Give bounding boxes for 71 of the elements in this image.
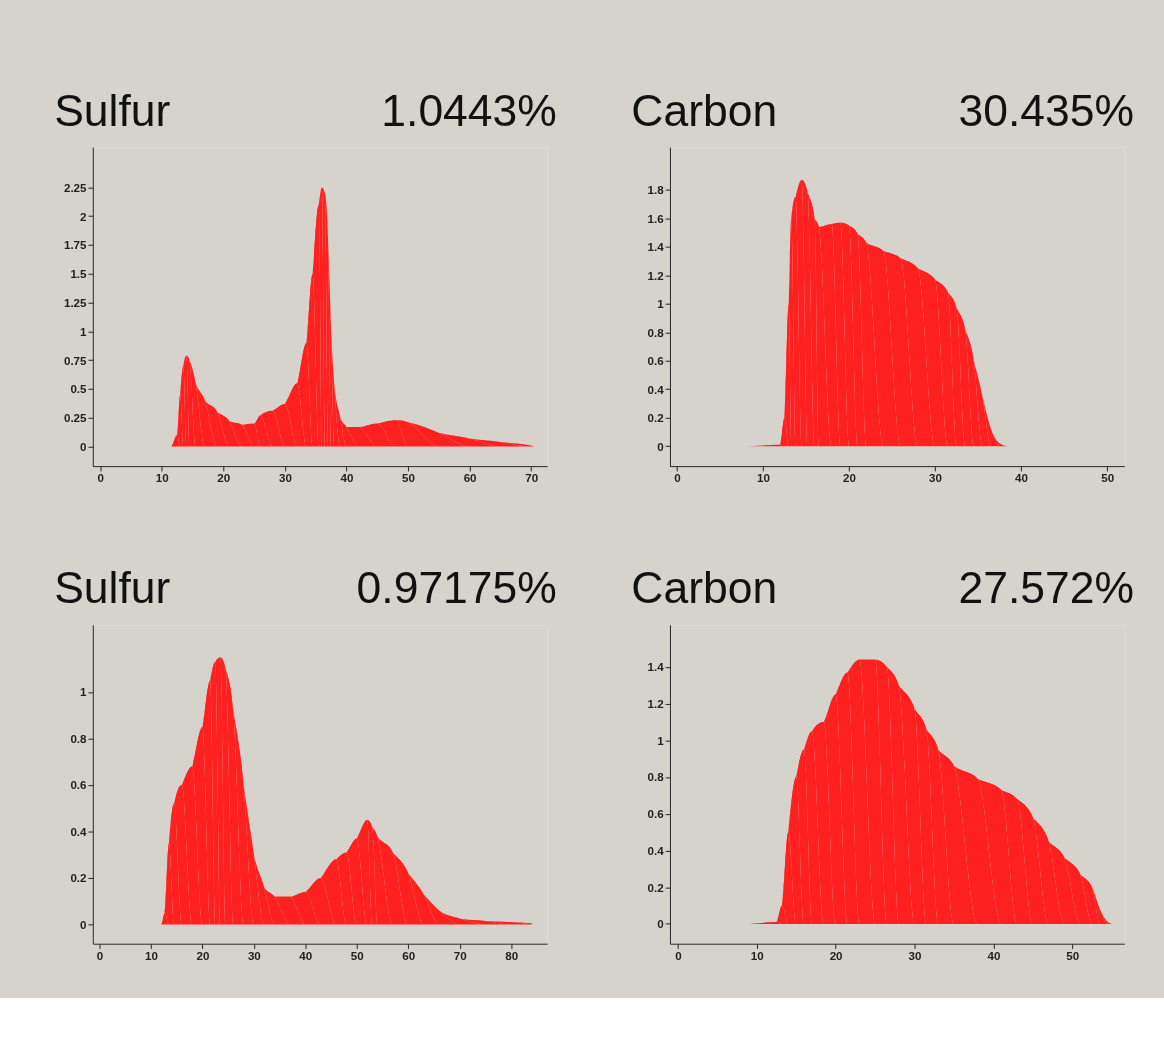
y-tick-label: 0.8 — [647, 325, 665, 339]
x-tick-label: 10 — [756, 471, 770, 485]
chart-title: Carbon — [631, 563, 778, 613]
x-tick-label: 40 — [987, 948, 1001, 962]
y-tick-label: 0.4 — [647, 843, 665, 857]
y-tick-label: 0.2 — [70, 871, 87, 885]
y-tick-label: 0.5 — [70, 382, 88, 396]
y-tick-label: 1 — [657, 297, 665, 311]
x-tick-label: 50 — [1066, 948, 1080, 962]
y-tick-label: 1.2 — [647, 696, 664, 710]
x-tick-label: 30 — [247, 948, 261, 962]
y-tick-label: 0.8 — [647, 770, 665, 784]
x-tick-label: 60 — [463, 471, 477, 485]
chart-subtitle: 0.97175% — [356, 563, 557, 613]
y-tick-label: 1.2 — [647, 268, 664, 282]
y-tick-label: 1.8 — [647, 183, 665, 197]
x-tick-label: 60 — [402, 948, 416, 962]
y-tick-label: 1 — [80, 685, 88, 699]
x-tick-label: 10 — [750, 948, 764, 962]
y-tick-label: 1.4 — [647, 660, 665, 674]
x-tick-label: 10 — [155, 471, 169, 485]
y-tick-label: 1.25 — [63, 295, 88, 309]
x-tick-label: 20 — [217, 471, 231, 485]
x-tick-label: 40 — [299, 948, 313, 962]
x-tick-label: 30 — [929, 471, 942, 485]
x-tick-label: 70 — [453, 948, 467, 962]
x-tick-label: 0 — [96, 948, 104, 962]
y-tick-label: 0.6 — [647, 354, 665, 368]
y-tick-label: 0.25 — [63, 411, 88, 425]
x-tick-label: 0 — [674, 471, 681, 485]
x-tick-label: 30 — [908, 948, 922, 962]
x-tick-label: 50 — [1101, 471, 1115, 485]
chart-subtitle: 1.0443% — [381, 85, 557, 135]
y-tick-label: 2.25 — [63, 180, 88, 194]
y-tick-label: 1.4 — [647, 240, 665, 254]
chart-title: Sulfur — [54, 563, 171, 613]
y-tick-label: 1.75 — [63, 238, 88, 252]
x-tick-label: 30 — [278, 471, 292, 485]
y-tick-label: 0 — [657, 917, 664, 931]
x-tick-label: 70 — [525, 471, 539, 485]
y-tick-label: 0.6 — [70, 778, 88, 792]
x-tick-label: 20 — [829, 948, 843, 962]
x-tick-label: 40 — [340, 471, 354, 485]
y-tick-label: 2 — [80, 209, 87, 223]
y-tick-label: 1.5 — [70, 267, 88, 281]
y-tick-label: 0 — [657, 439, 664, 453]
y-tick-label: 0.4 — [647, 382, 665, 396]
chart-subtitle: 30.435% — [958, 85, 1135, 135]
x-tick-label: 80 — [505, 948, 519, 962]
chart-title: Sulfur — [54, 85, 171, 135]
y-tick-label: 0.2 — [647, 411, 664, 425]
y-tick-label: 0.6 — [647, 807, 665, 821]
x-tick-label: 50 — [350, 948, 364, 962]
x-tick-label: 10 — [144, 948, 158, 962]
y-tick-label: 1 — [80, 324, 88, 338]
y-tick-label: 0.4 — [70, 824, 88, 838]
x-tick-label: 20 — [196, 948, 210, 962]
chart-subtitle: 27.572% — [958, 563, 1135, 613]
x-tick-label: 40 — [1015, 471, 1029, 485]
x-tick-label: 0 — [675, 948, 682, 962]
y-tick-label: 1.6 — [647, 211, 665, 225]
y-tick-label: 0.2 — [647, 880, 664, 894]
x-tick-label: 0 — [97, 471, 104, 485]
y-tick-label: 0 — [80, 917, 87, 931]
y-tick-label: 0 — [80, 439, 87, 453]
chart-title: Carbon — [631, 85, 778, 135]
y-tick-label: 1 — [657, 733, 665, 747]
x-tick-label: 20 — [843, 471, 856, 485]
x-tick-label: 50 — [402, 471, 415, 485]
y-tick-label: 0.75 — [63, 353, 88, 367]
y-tick-label: 0.8 — [70, 731, 88, 745]
